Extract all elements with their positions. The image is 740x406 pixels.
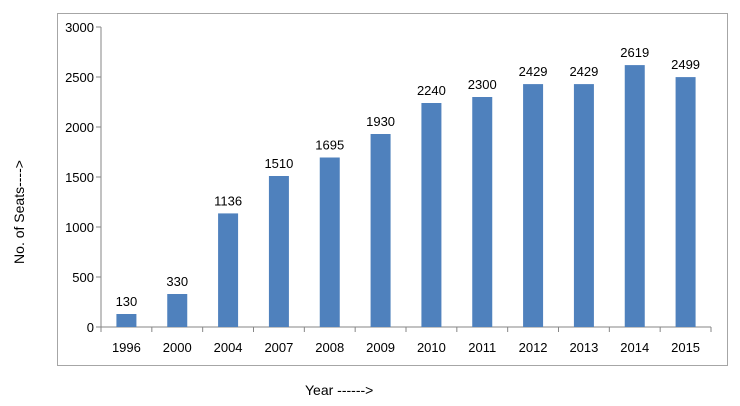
bar <box>116 314 137 327</box>
y-tick-label: 3000 <box>65 20 94 35</box>
y-tick-label: 1500 <box>65 170 94 185</box>
y-axis-title: No. of Seats----> <box>11 160 27 264</box>
x-tick-label: 1996 <box>112 340 141 355</box>
bar <box>167 294 188 327</box>
x-tick-label: 2009 <box>366 340 395 355</box>
chart-frame <box>57 13 728 366</box>
x-tick-label: 2015 <box>671 340 700 355</box>
x-tick-label: 2014 <box>620 340 649 355</box>
data-label: 2499 <box>671 57 700 72</box>
bar <box>523 84 544 327</box>
bar <box>472 97 493 327</box>
bar <box>421 103 442 327</box>
bar <box>218 213 239 327</box>
y-tick-label: 2000 <box>65 120 94 135</box>
bar <box>624 65 645 327</box>
x-tick-label: 2007 <box>264 340 293 355</box>
data-label: 1510 <box>264 156 293 171</box>
bar <box>319 157 340 327</box>
data-label: 1136 <box>214 193 242 208</box>
data-label: 1695 <box>315 138 344 153</box>
bar <box>268 176 289 327</box>
y-tick-label: 500 <box>72 270 94 285</box>
bar <box>573 84 594 327</box>
x-tick-label: 2010 <box>417 340 446 355</box>
bar <box>675 77 696 327</box>
y-tick-label: 2500 <box>65 70 94 85</box>
x-tick-label: 2012 <box>519 340 548 355</box>
x-tick-label: 2004 <box>214 340 243 355</box>
x-axis-title: Year ------> <box>305 382 374 398</box>
x-tick-label: 2011 <box>468 340 496 355</box>
data-label: 2300 <box>468 77 497 92</box>
x-tick-label: 2013 <box>569 340 598 355</box>
data-label: 330 <box>166 274 188 289</box>
x-tick-label: 2008 <box>315 340 344 355</box>
data-label: 2429 <box>569 64 598 79</box>
data-label: 2429 <box>519 64 548 79</box>
y-tick-label: 1000 <box>65 220 94 235</box>
data-label: 2240 <box>417 83 446 98</box>
data-label: 130 <box>116 294 138 309</box>
data-label: 1930 <box>366 114 395 129</box>
y-tick-label: 0 <box>87 320 94 335</box>
data-label: 2619 <box>620 45 649 60</box>
x-tick-label: 2000 <box>163 340 192 355</box>
bar <box>370 134 391 327</box>
